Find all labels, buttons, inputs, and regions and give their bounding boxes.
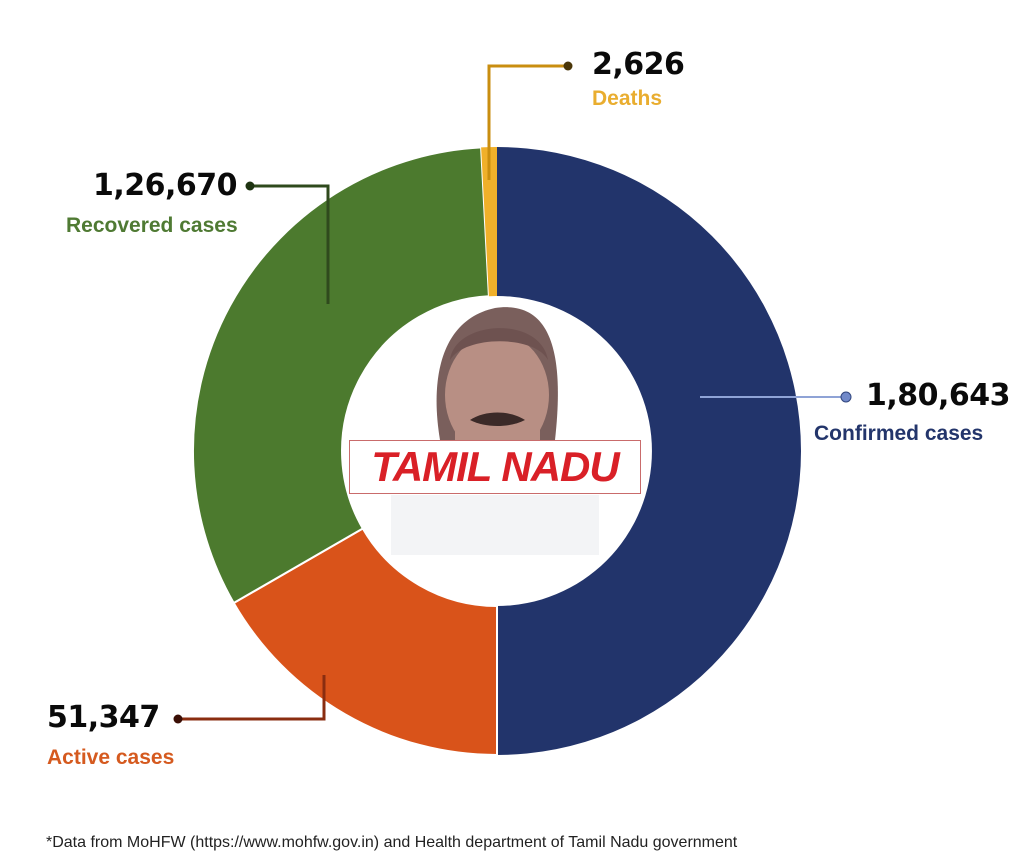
leader-active [180,675,326,721]
center-title-banner: TAMIL NADU [349,440,641,494]
leader-dot-active [173,714,183,724]
deaths-value: 2,626 [592,47,685,82]
confirmed-label: Confirmed cases [814,422,984,445]
slice-confirmed [497,147,801,755]
center-title: TAMIL NADU [371,443,619,490]
slice-deaths [481,146,497,297]
confirmed-value: 1,80,643 [866,378,1011,413]
slice-active [232,527,498,757]
deaths-label: Deaths [592,87,663,110]
leader-recovered [249,184,330,304]
active-label: Active cases [47,746,175,769]
slice-recovered [191,146,490,605]
portrait-image [391,307,599,555]
leader-dot-confirmed [840,391,852,403]
leader-deaths [487,64,566,180]
leader-dot-deaths [563,61,573,71]
recovered-label: Recovered cases [66,214,238,237]
leader-dot-recovered [245,181,255,191]
source-footnote: *Data from MoHFW (https://www.mohfw.gov.… [46,834,738,851]
active-value: 51,347 [47,700,160,735]
recovered-value: 1,26,670 [93,168,238,203]
